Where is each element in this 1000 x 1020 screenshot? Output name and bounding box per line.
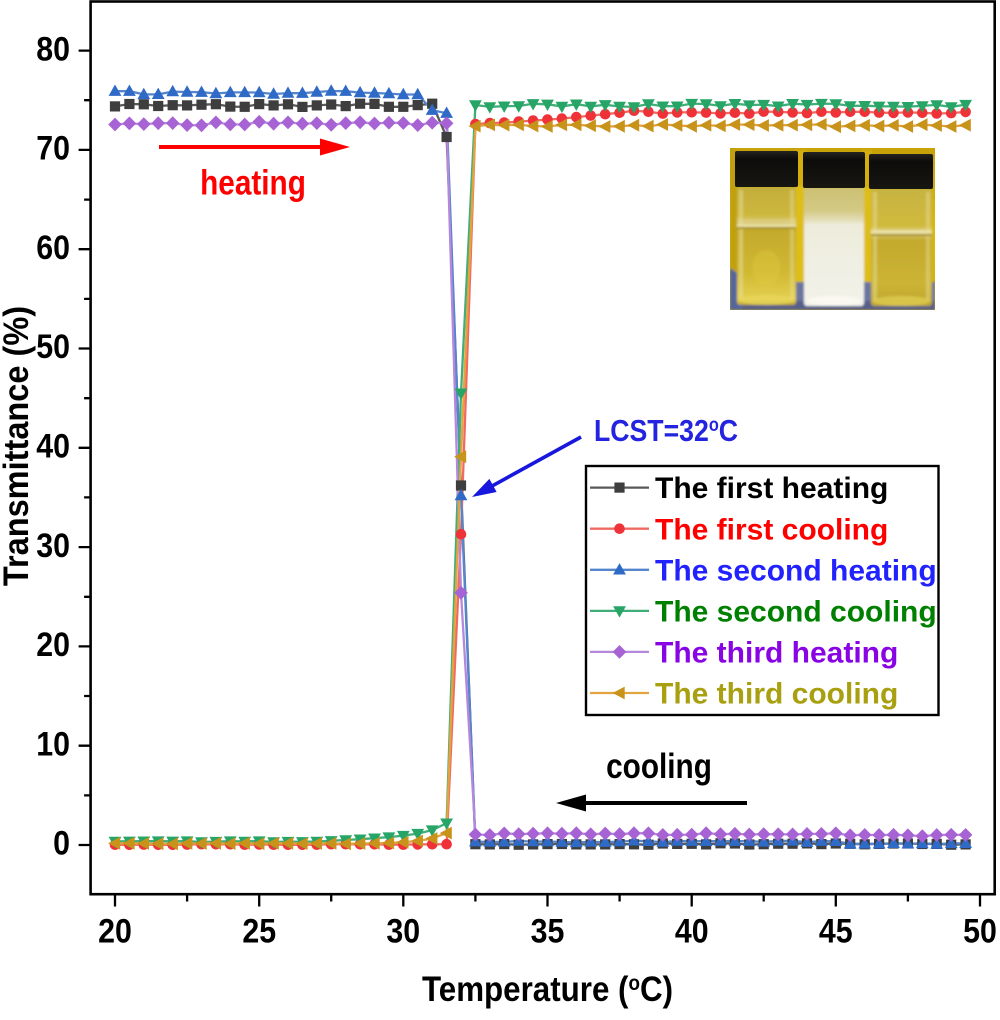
svg-text:The first cooling: The first cooling [655, 513, 888, 546]
svg-text:25: 25 [242, 912, 276, 950]
svg-text:60: 60 [36, 228, 70, 266]
svg-text:cooling: cooling [606, 747, 712, 786]
svg-text:40: 40 [675, 912, 709, 950]
svg-text:0: 0 [53, 824, 70, 862]
svg-text:20: 20 [36, 625, 70, 663]
svg-text:The third heating: The third heating [655, 637, 898, 670]
svg-text:20: 20 [98, 912, 132, 950]
svg-text:The second heating: The second heating [655, 554, 937, 587]
svg-text:50: 50 [36, 327, 70, 365]
svg-text:30: 30 [386, 912, 420, 950]
svg-text:10: 10 [36, 725, 70, 763]
svg-text:heating: heating [200, 163, 306, 202]
svg-text:Transmittance (%): Transmittance (%) [0, 306, 36, 586]
svg-text:The first heating: The first heating [655, 472, 888, 505]
svg-text:35: 35 [531, 912, 565, 950]
svg-text:30: 30 [36, 526, 70, 564]
svg-text:40: 40 [36, 427, 70, 465]
svg-text:70: 70 [36, 129, 70, 167]
svg-text:The third cooling: The third cooling [655, 678, 898, 711]
svg-text:Temperature (oC): Temperature (oC) [422, 970, 673, 1009]
svg-text:80: 80 [36, 30, 70, 68]
svg-text:50: 50 [963, 912, 997, 950]
svg-text:The second cooling: The second cooling [655, 596, 937, 629]
svg-text:45: 45 [819, 912, 853, 950]
